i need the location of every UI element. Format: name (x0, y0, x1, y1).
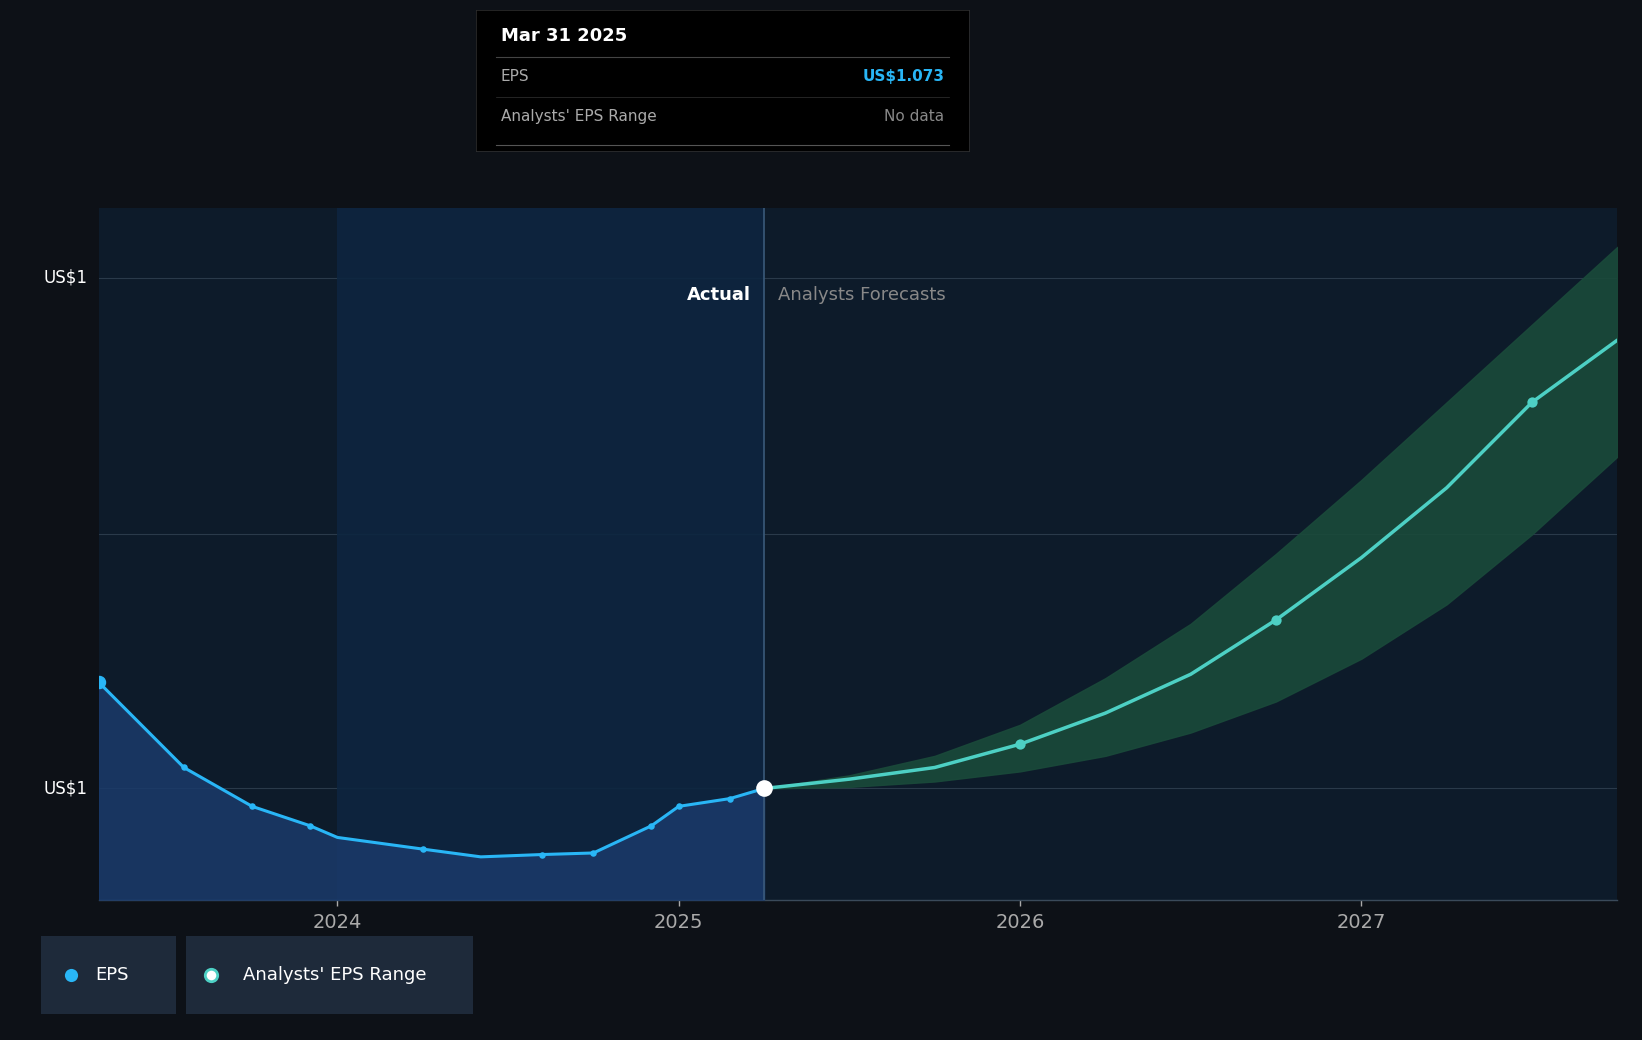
Text: US$1: US$1 (43, 269, 87, 287)
Bar (338, 208, 764, 900)
Point (240, 798, 266, 814)
Point (1263, 612, 1289, 628)
Text: No data: No data (883, 109, 944, 124)
Text: Analysts' EPS Range: Analysts' EPS Range (501, 109, 657, 124)
Point (409, 840, 435, 857)
Text: EPS: EPS (501, 70, 529, 84)
Text: Analysts Forecasts: Analysts Forecasts (778, 286, 946, 304)
Point (57, 967, 84, 984)
Text: Mar 31 2025: Mar 31 2025 (501, 27, 627, 46)
Point (639, 817, 665, 834)
Point (1007, 736, 1033, 753)
Point (85, 674, 112, 691)
Point (580, 844, 606, 861)
Point (750, 780, 777, 797)
Text: Analysts' EPS Range: Analysts' EPS Range (243, 966, 427, 984)
Text: US$1.073: US$1.073 (862, 70, 944, 84)
Text: Actual: Actual (686, 286, 750, 304)
Point (529, 847, 555, 863)
Point (199, 967, 225, 984)
Point (171, 759, 197, 776)
Text: EPS: EPS (95, 966, 128, 984)
Point (665, 798, 691, 814)
Point (297, 817, 323, 834)
Point (1519, 394, 1545, 411)
Text: US$1: US$1 (43, 779, 87, 798)
Point (718, 790, 744, 807)
